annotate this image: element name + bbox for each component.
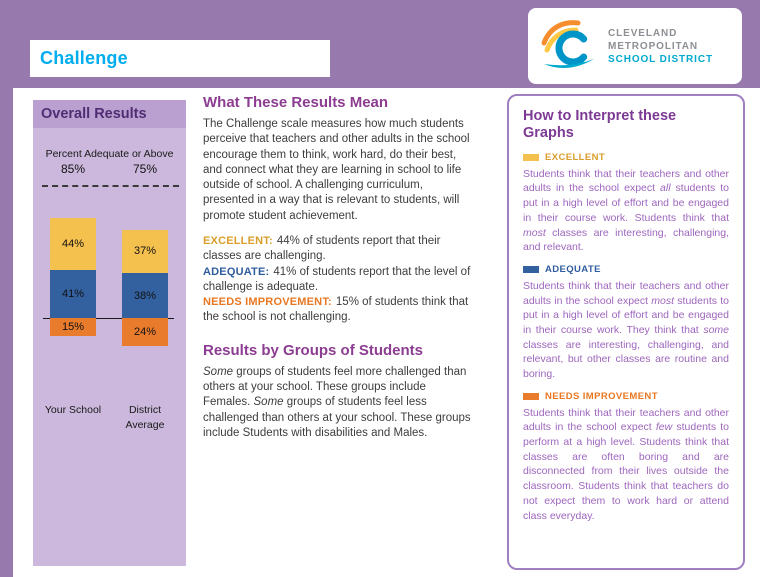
excellent-text: 44% of students report that their classe… [203,234,441,263]
interpret-section-excellent: EXCELLENT Students think that their teac… [523,152,729,255]
page-title: Challenge [40,48,128,68]
what-results-mean-paragraph: The Challenge scale measures how much st… [203,118,470,222]
needs-improvement-label: NEEDS IMPROVEMENT: [203,296,332,309]
level-needs-improvement: NEEDS IMPROVEMENT: 15% of students think … [203,295,471,326]
adequate-or-above-value: 75% [132,162,158,176]
level-excellent: EXCELLENT: 44% of students report that th… [203,234,471,265]
italic-run: few [655,421,673,434]
results-by-groups-paragraph: Some groups of students feel more challe… [203,365,471,441]
text-run: classes are interesting, challenging, an… [523,338,729,381]
level-adequate: ADEQUATE: 41% of students report that the… [203,265,471,296]
interpret-needs-improvement-text: Students think that their teachers and o… [523,406,729,524]
needs-improvement-swatch-icon [523,392,539,400]
adequate-text: 41% of students report that the level of… [203,265,471,293]
segment-excellent: 44% [50,217,96,270]
bar-above-axis: 37% 38% [122,229,168,318]
stacked-bar-chart: Percent Adequate or Above 85% 44% 41% 15% Yo… [33,100,186,566]
overall-results-panel: Overall Results Percent Adequate or Abov… [33,100,186,566]
text-run: students to put in a high level of effor… [523,294,729,336]
text-run: Students think that their teachers and o… [523,279,729,307]
text-run: Students think that their teachers and o… [523,167,729,195]
bar-above-axis: 44% 41% [50,217,96,318]
segment-needs-improvement: 15% [50,318,96,336]
needs-improvement-text: 15% of students think that the school is… [203,296,469,324]
interpret-excellent-label: EXCELLENT [545,151,606,163]
results-explanation-column: What These Results Mean The Challenge sc… [203,94,471,451]
interpret-adequate-text: Students think that their teachers and o… [523,279,729,382]
adequate-swatch-icon [523,265,539,273]
page-title-box: Challenge [30,40,330,77]
excellent-label: EXCELLENT: [203,234,273,247]
segment-adequate: 41% [50,269,96,318]
overall-results-title: Overall Results [33,100,186,128]
segment-adequate: 38% [122,273,168,318]
italic-run: some [703,323,729,336]
logo-line-2: METROPOLITAN [608,40,699,52]
adequate-or-above-value: 85% [60,162,86,176]
interpret-excellent-label-row: EXCELLENT [523,152,729,163]
interpret-needs-improvement-label-row: NEEDS IMPROVEMENT [523,391,729,402]
logo-line-1: CLEVELAND [608,27,678,39]
excellent-swatch-icon [523,153,539,161]
interpret-needs-improvement-label: NEEDS IMPROVEMENT [545,390,658,402]
italic-run: most [523,226,546,239]
category-label: Your School [44,404,102,416]
interpret-adequate-label: ADEQUATE [545,263,601,275]
text-run: students to put in a high level of effor… [523,182,729,224]
how-to-interpret-heading: How to Interpret these Graphs [523,108,677,142]
axis-line [43,318,174,319]
what-results-mean-heading: What These Results Mean [203,94,389,111]
logo-plate: CLEVELAND METROPOLITAN SCHOOL DISTRICT [528,8,742,84]
interpret-excellent-text: Students think that their teachers and o… [523,167,729,255]
category-label: District Average [125,404,165,431]
district-logo-icon [541,20,594,68]
interpret-section-adequate: ADEQUATE Students think that their teach… [523,264,729,382]
interpret-adequate-label-row: ADEQUATE [523,264,729,275]
italic-run: all [660,182,671,195]
chart-subtitle: Percent Adequate or Above [45,148,174,160]
left-border-strip [0,0,13,577]
results-by-groups-heading: Results by Groups of Students [203,341,424,359]
segment-needs-improvement: 24% [122,318,168,347]
text-run: groups of students feel less challenged … [203,396,471,439]
text-run: classes are interesting, challenging, an… [523,226,729,254]
text-run: groups of students feel more challenged … [203,365,467,409]
district-logo-text: CLEVELAND METROPOLITAN SCHOOL DISTRICT [608,27,713,66]
italic-run: Some [203,365,234,378]
how-to-interpret-box: How to Interpret these Graphs EXCELLENT … [507,94,745,570]
text-run: students to perform at a high level. Stu… [523,421,729,522]
adequate-label: ADEQUATE: [203,265,270,278]
segment-excellent: 37% [122,229,168,274]
logo-line-3: SCHOOL DISTRICT [608,53,713,65]
text-run: Students think that their teachers and o… [523,406,729,434]
italic-run: Some [253,396,284,409]
dashed-line [42,185,179,187]
interpret-section-needs-improvement: NEEDS IMPROVEMENT Students think that th… [523,391,729,524]
italic-run: most [651,294,675,307]
